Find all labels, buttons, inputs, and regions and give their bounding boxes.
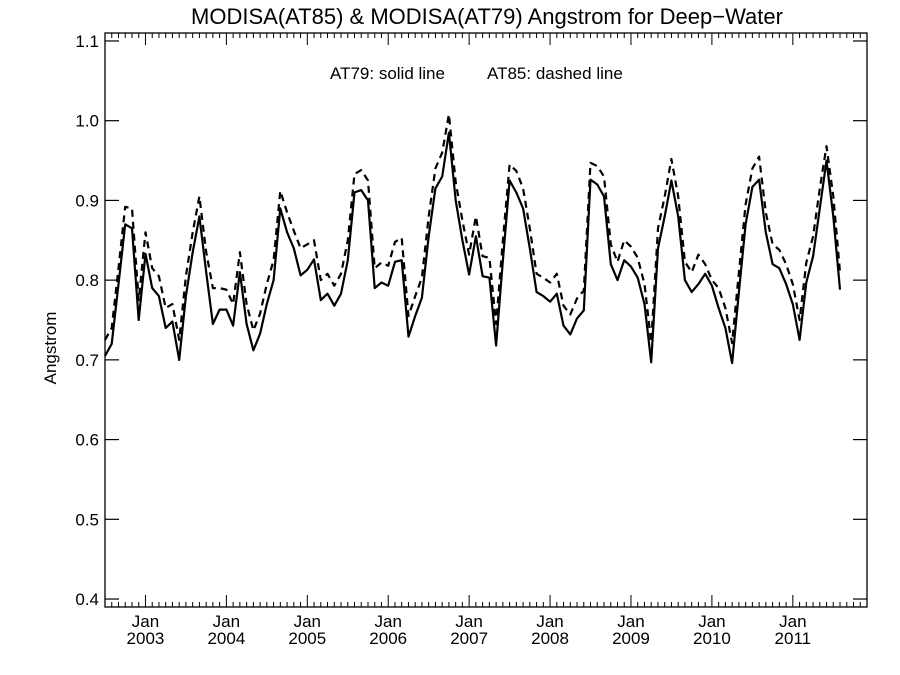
x-tick-year-label: 2009	[612, 629, 650, 648]
annotation-dashed-line: AT85: dashed line	[487, 64, 623, 83]
y-axis-label: Angstrom	[41, 312, 60, 385]
series-group	[104, 113, 842, 365]
x-tick-year-label: 2010	[693, 629, 731, 648]
x-tick-year-label: 2008	[531, 629, 569, 648]
x-tick-month-label: Jan	[132, 612, 159, 631]
x-tick-year-label: 2006	[369, 629, 407, 648]
x-tick-month-label: Jan	[617, 612, 644, 631]
y-tick-label: 1.0	[75, 112, 99, 131]
x-tick-year-label: 2007	[450, 629, 488, 648]
x-tick-month-label: Jan	[455, 612, 482, 631]
x-tick-month-label: Jan	[698, 612, 725, 631]
x-tick-year-label: 2011	[775, 629, 812, 648]
y-tick-label: 0.5	[75, 510, 99, 529]
plot-frame	[104, 32, 868, 608]
chart-title: MODISA(AT85) & MODISA(AT79) Angstrom for…	[191, 4, 783, 29]
x-tick-month-label: Jan	[375, 612, 402, 631]
y-tick-label: 0.8	[75, 271, 99, 290]
y-tick-label: 0.4	[75, 590, 99, 609]
x-tick-year-label: 2003	[127, 629, 165, 648]
x-axis: Jan2003Jan2004Jan2005Jan2006Jan2007Jan20…	[104, 33, 868, 648]
x-tick-month-label: Jan	[536, 612, 563, 631]
y-tick-label: 0.7	[75, 351, 99, 370]
x-tick-month-label: Jan	[213, 612, 240, 631]
annotation-solid-line: AT79: solid line	[330, 64, 445, 83]
series-line-at85	[104, 113, 842, 345]
y-tick-label: 0.9	[75, 191, 99, 210]
x-tick-month-label: Jan	[294, 612, 321, 631]
series-line-at79	[104, 131, 842, 365]
y-tick-label: 0.6	[75, 431, 99, 450]
x-tick-month-label: Jan	[779, 612, 806, 631]
x-tick-year-label: 2005	[288, 629, 326, 648]
y-axis: 0.4 0.5 0.6 0.7 0.8 0.9 1.0 1.1	[75, 32, 867, 609]
y-tick-label: 1.1	[75, 32, 99, 51]
x-tick-year-label: 2004	[207, 629, 245, 648]
